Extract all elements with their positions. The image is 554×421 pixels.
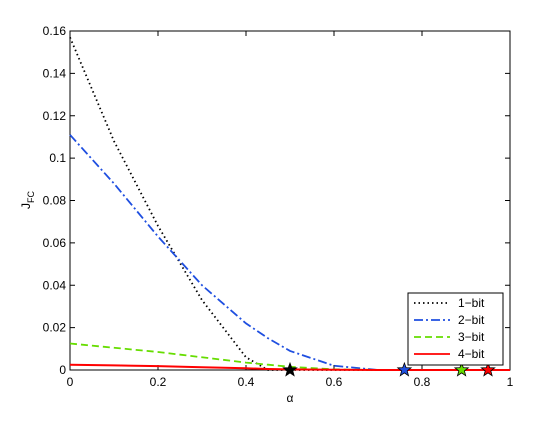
x-tick-label: 0.6 [326, 375, 343, 389]
series-line [69, 134, 510, 371]
star-marker [480, 361, 496, 377]
series-line [69, 363, 510, 371]
star-marker [396, 361, 413, 377]
legend-label: 3−bit [458, 330, 485, 344]
x-tick-label: 1 [507, 375, 514, 389]
star-marker [282, 361, 298, 377]
y-tick-label: 0 [59, 363, 66, 377]
y-label-sub: FC [26, 191, 36, 203]
series-line [69, 342, 510, 371]
x-tick-label: 0.8 [414, 375, 431, 389]
y-tick-label: 0.04 [43, 278, 67, 292]
legend-label: 1−bit [458, 296, 485, 310]
y-tick-label: 0.1 [49, 151, 66, 165]
x-axis-label: α [287, 391, 294, 405]
legend-label: 2−bit [458, 313, 485, 327]
y-tick-label: 0.16 [43, 24, 67, 38]
y-axis-label: JFC [19, 191, 36, 209]
legend-label: 4−bit [458, 347, 485, 361]
y-label-main: J [19, 203, 33, 209]
y-tick-label: 0.08 [43, 194, 67, 208]
x-tick-label: 0 [67, 375, 74, 389]
y-tick-label: 0.14 [43, 66, 67, 80]
x-tick-label: 0.2 [150, 375, 167, 389]
star-marker [453, 361, 470, 377]
x-tick-label: 0.4 [238, 375, 255, 389]
y-tick-label: 0.06 [43, 236, 67, 250]
legend-box [407, 292, 504, 366]
y-tick-label: 0.02 [43, 321, 67, 335]
y-tick-label: 0.12 [43, 109, 67, 123]
